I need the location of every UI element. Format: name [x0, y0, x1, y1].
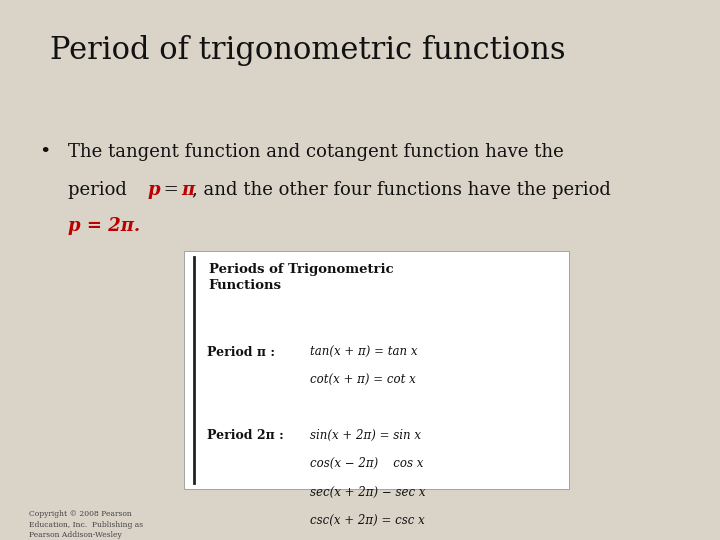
Text: p: p [148, 181, 161, 199]
Text: Copyright © 2008 Pearson
Education, Inc.  Publishing as
Pearson Addison-Wesley: Copyright © 2008 Pearson Education, Inc.… [29, 510, 143, 539]
Text: period: period [68, 181, 139, 199]
Text: The tangent function and cotangent function have the: The tangent function and cotangent funct… [68, 143, 564, 161]
Text: sin(x + 2π) = sin x: sin(x + 2π) = sin x [310, 429, 420, 442]
Text: csc(x + 2π) = csc x: csc(x + 2π) = csc x [310, 514, 424, 526]
Text: Periods of Trigonometric
Functions: Periods of Trigonometric Functions [209, 263, 393, 293]
Text: tan(x + π) = tan x: tan(x + π) = tan x [310, 346, 417, 359]
Text: cot(x + π) = cot x: cot(x + π) = cot x [310, 374, 415, 387]
Text: π: π [181, 181, 194, 199]
Text: , and the other four functions have the period: , and the other four functions have the … [192, 181, 611, 199]
Text: •: • [40, 143, 51, 161]
Text: sec(x + 2π) − sec x: sec(x + 2π) − sec x [310, 485, 425, 498]
Text: =: = [158, 181, 185, 199]
Text: Period π :: Period π : [207, 346, 274, 359]
Text: p = 2π.: p = 2π. [68, 217, 140, 235]
FancyBboxPatch shape [184, 251, 569, 489]
Text: Period of trigonometric functions: Period of trigonometric functions [50, 35, 566, 66]
Text: Period 2π :: Period 2π : [207, 429, 284, 442]
Text: cos(x − 2π)    cos x: cos(x − 2π) cos x [310, 457, 423, 470]
